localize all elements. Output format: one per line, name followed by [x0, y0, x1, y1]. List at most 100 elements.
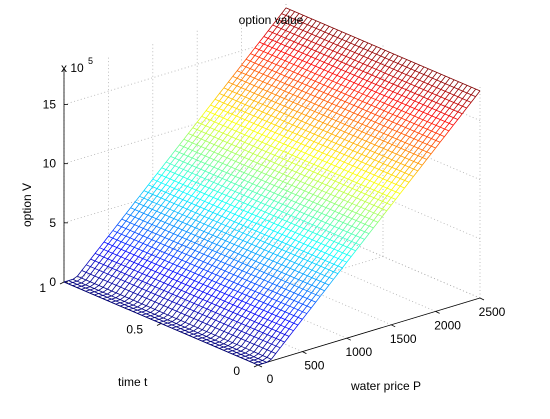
mesh-segment-t — [302, 298, 308, 305]
mesh-segment-t — [284, 77, 290, 84]
mesh-segment-t — [383, 119, 389, 127]
mesh-segment-t — [133, 271, 139, 278]
mesh-segment-t — [202, 316, 208, 323]
mesh-segment-t — [297, 67, 303, 75]
mesh-segment-t — [278, 158, 284, 165]
mesh-segment-t — [146, 269, 152, 276]
mesh-segment-t — [155, 273, 161, 280]
mesh-segment-t — [453, 119, 459, 126]
mesh-segment-t — [264, 236, 270, 243]
mesh-segment-t — [431, 117, 437, 124]
mesh-segment-t — [267, 55, 273, 62]
mesh-segment-t — [353, 99, 359, 106]
mesh-segment-t — [138, 228, 144, 235]
mesh-segment-t — [160, 207, 166, 214]
mesh-segment-t — [362, 57, 368, 65]
mesh-segment-t — [194, 244, 200, 251]
mesh-segment-t — [72, 283, 78, 287]
mesh-segment-t — [160, 222, 166, 229]
mesh-segment-t — [245, 83, 251, 90]
mesh-segment-t — [405, 121, 411, 128]
mesh-segment-t — [236, 72, 242, 79]
mesh-segment-t — [165, 163, 171, 170]
mesh-segment-t — [250, 276, 256, 283]
mesh-segment-t — [264, 221, 270, 228]
mesh-segment-t — [357, 146, 363, 153]
mesh-segment-p — [254, 47, 450, 132]
mesh-segment-t — [203, 225, 209, 232]
mesh-segment-t — [269, 207, 275, 215]
mesh-segment-t — [240, 104, 246, 111]
mesh-segment-t — [152, 173, 158, 180]
mesh-segment-t — [195, 199, 201, 206]
mesh-segment-t — [404, 144, 410, 151]
mesh-segment-t — [155, 227, 161, 235]
mesh-segment-t — [310, 88, 316, 95]
mesh-segment-t — [357, 116, 363, 123]
mesh-segment-t — [336, 99, 342, 106]
mesh-segment-t — [349, 67, 355, 74]
mesh-segment-t — [287, 147, 293, 154]
mesh-segment-t — [163, 269, 169, 276]
mesh-segment-t — [316, 250, 322, 258]
mesh-segment-t — [258, 302, 264, 309]
mesh-segment-t — [258, 66, 264, 73]
mesh-segment-p — [165, 161, 361, 246]
mesh-segment-t — [432, 79, 438, 86]
mesh-segment-t — [176, 320, 182, 324]
mesh-segment-t — [373, 206, 379, 214]
mesh-segment-t — [225, 197, 231, 204]
mesh-segment-t — [318, 114, 324, 122]
mesh-segment-t — [323, 48, 330, 55]
mesh-segment-p — [197, 121, 392, 206]
mesh-segment-t — [301, 69, 307, 76]
mesh-segment-t — [227, 334, 233, 342]
mesh-segment-t — [303, 207, 309, 214]
mesh-segment-t — [151, 241, 157, 248]
mesh-segment-t — [378, 133, 385, 140]
mesh-segment-t — [275, 347, 281, 354]
mesh-segment-t — [227, 121, 233, 128]
mesh-segment-t — [247, 221, 253, 228]
mesh-segment-t — [413, 155, 419, 162]
mesh-segment-t — [218, 140, 224, 147]
mesh-segment-t — [272, 277, 278, 284]
mesh-segment-t — [405, 91, 411, 98]
mesh-segment-t — [168, 256, 174, 263]
mesh-segment-p — [148, 184, 343, 269]
mesh-segment-t — [349, 97, 355, 104]
mesh-segment-t — [384, 89, 390, 96]
mesh-segment-t — [386, 182, 392, 189]
mesh-segment-t — [94, 262, 100, 269]
mesh-segment-t — [121, 213, 127, 220]
mesh-segment-t — [220, 240, 226, 247]
mesh-segment-p — [268, 30, 463, 115]
mesh-segment-t — [345, 50, 351, 57]
mesh-segment-t — [244, 136, 250, 143]
mesh-segment-t — [285, 245, 291, 252]
mesh-segment-t — [81, 272, 87, 279]
mesh-segment-t — [242, 264, 248, 272]
mesh-segment-t — [159, 244, 166, 252]
mesh-segment-t — [241, 295, 247, 302]
mesh-segment-t — [186, 203, 192, 210]
mesh-segment-t — [81, 279, 87, 284]
mesh-segment-t — [440, 75, 446, 83]
mesh-segment-t — [289, 49, 295, 56]
mesh-segment-t — [327, 73, 333, 80]
mesh-segment-t — [286, 200, 292, 207]
mesh-segment-t — [215, 299, 221, 306]
mesh-segment-t — [396, 133, 402, 140]
mesh-segment-t — [273, 209, 279, 216]
mesh-segment-t — [150, 271, 156, 278]
mesh-segment-t — [440, 98, 446, 105]
mesh-segment-t — [245, 304, 251, 311]
mesh-segment-t — [319, 69, 325, 76]
mesh-segment-t — [304, 147, 310, 154]
mesh-segment-t — [208, 204, 214, 211]
mesh-segment-t — [238, 247, 244, 255]
mesh-segment-t — [340, 116, 346, 123]
mesh-segment-t — [232, 298, 238, 306]
mesh-segment-t — [410, 93, 416, 100]
mesh-segment-t — [208, 219, 214, 227]
